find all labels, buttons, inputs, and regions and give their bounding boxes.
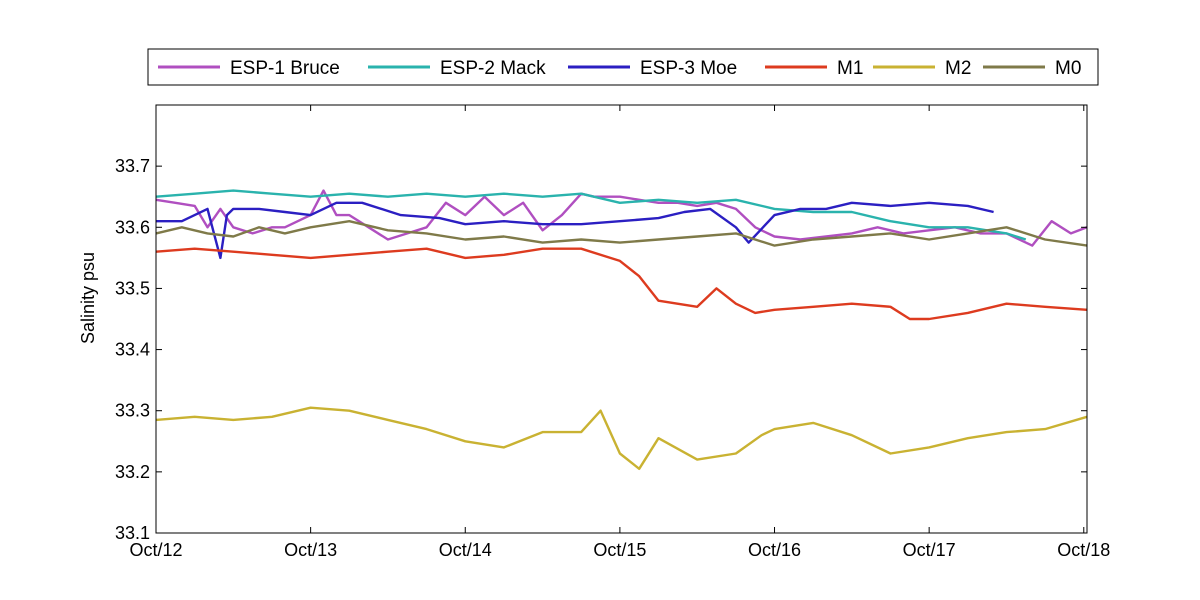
x-tick-label: Oct/17 [903,540,956,560]
series-line-m2 [155,406,1088,470]
y-tick-label: 33.7 [115,156,150,176]
plot-frame [155,104,1088,534]
axis-ticks: 33.1 33.2 33.3 33.4 33.5 33.6 33.7 Oct/12 Oct/13… [115,105,1110,560]
y-tick-label: 33.5 [115,278,150,298]
legend-label: M2 [945,58,971,79]
legend-label: ESP-1 Bruce [230,58,340,79]
y-tick-label: 33.1 [115,523,150,543]
y-tick-label: 33.2 [115,462,150,482]
y-axis-label: Salinity psu [78,252,98,344]
series-line-esp-2-mack [155,189,1027,241]
y-tick-label: 33.6 [115,217,150,237]
series-line-m0 [155,219,1088,247]
x-tick-label: Oct/14 [439,540,492,560]
x-tick-label: Oct/16 [748,540,801,560]
x-tick-label: Oct/18 [1057,540,1110,560]
series-line-esp-3-moe [156,201,994,260]
series-lines [155,189,1088,470]
legend-label: M0 [1055,58,1081,79]
y-tick-label: 33.3 [115,401,150,421]
legend-label: M1 [837,58,863,79]
series-line-esp-1-bruce [155,189,1088,247]
legend: ESP-1 Bruce ESP-2 Mack ESP-3 Moe M1 M2 M0 [147,48,1099,86]
series-line-m1 [155,247,1088,321]
x-tick-label: Oct/13 [284,540,337,560]
x-tick-label: Oct/15 [593,540,646,560]
legend-label: ESP-3 Moe [640,58,737,79]
x-tick-label: Oct/12 [129,540,182,560]
legend-label: ESP-2 Mack [440,58,546,79]
y-tick-label: 33.4 [115,340,150,360]
